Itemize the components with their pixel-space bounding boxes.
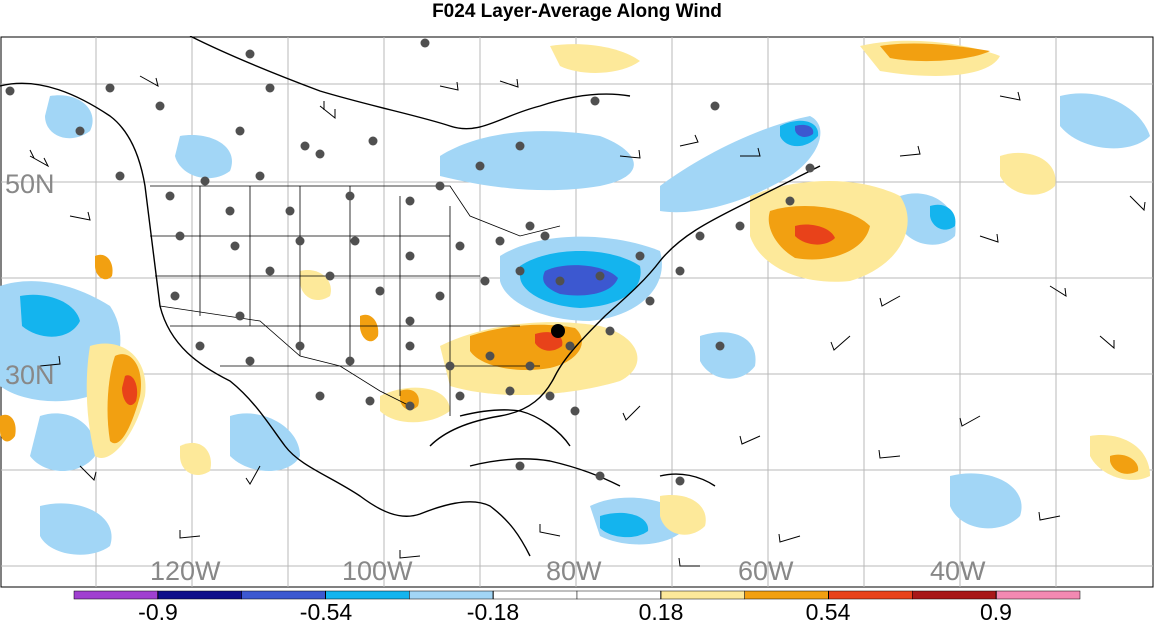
- map-title: F024 Layer-Average Along Wind: [432, 1, 722, 22]
- colorbar-ticks: [157, 591, 997, 599]
- colorbar-swatch: [73, 590, 159, 600]
- lat-label-50n: 50N: [5, 169, 55, 199]
- colorbar-swatch: [241, 590, 326, 600]
- colorbar-label-0.18: 0.18: [639, 599, 684, 622]
- colorbar-swatch: [325, 590, 410, 600]
- wind-barbs: [29, 75, 1146, 567]
- colorbar-label-0.9: 0.9: [980, 599, 1012, 622]
- colorbar-label-m0.9: -0.9: [138, 599, 178, 622]
- lat-label-30n: 30N: [5, 360, 55, 390]
- red-contours: [122, 224, 835, 406]
- colorbar-swatch: [828, 590, 913, 600]
- lon-label-80w: 80W: [546, 556, 602, 586]
- target-station-marker: [551, 324, 565, 338]
- weather-map: 50N 30N 120W 100W 80W 60W 40W: [0, 36, 1154, 588]
- lon-label-100w: 100W: [342, 556, 413, 586]
- dark-blue-contours: [20, 120, 956, 538]
- colorbar-swatch: [157, 590, 242, 600]
- colorbar-swatch: [409, 590, 494, 600]
- lon-label-60w: 60W: [738, 556, 794, 586]
- colorbar: -0.9 -0.54 -0.18 0.18 0.54 0.9: [73, 590, 1081, 622]
- colorbar-swatch: [912, 590, 997, 600]
- station-markers: [5, 38, 815, 486]
- colorbar-swatch: [576, 590, 662, 600]
- lon-label-120w: 120W: [150, 556, 221, 586]
- colorbar-label-0.54: 0.54: [806, 599, 851, 622]
- colorbar-swatch: [492, 590, 578, 600]
- colorbar-swatches: [73, 590, 1081, 600]
- colorbar-swatch: [995, 590, 1081, 600]
- colorbar-label-m0.18: -0.18: [467, 599, 519, 622]
- colorbar-swatch: [744, 590, 829, 600]
- colorbar-swatch: [660, 590, 745, 600]
- lon-label-40w: 40W: [930, 556, 986, 586]
- colorbar-label-m0.54: -0.54: [300, 599, 353, 622]
